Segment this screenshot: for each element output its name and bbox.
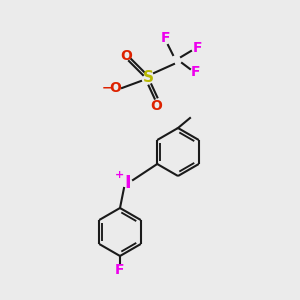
- Text: O: O: [120, 49, 132, 63]
- Text: O: O: [150, 99, 162, 113]
- Text: F: F: [115, 263, 125, 277]
- Text: I: I: [125, 174, 131, 192]
- Text: F: F: [193, 41, 203, 55]
- Text: F: F: [161, 31, 171, 45]
- Text: −: −: [102, 82, 112, 94]
- Text: O: O: [109, 81, 121, 95]
- Text: S: S: [142, 70, 154, 86]
- Text: F: F: [191, 65, 201, 79]
- Text: +: +: [114, 170, 124, 180]
